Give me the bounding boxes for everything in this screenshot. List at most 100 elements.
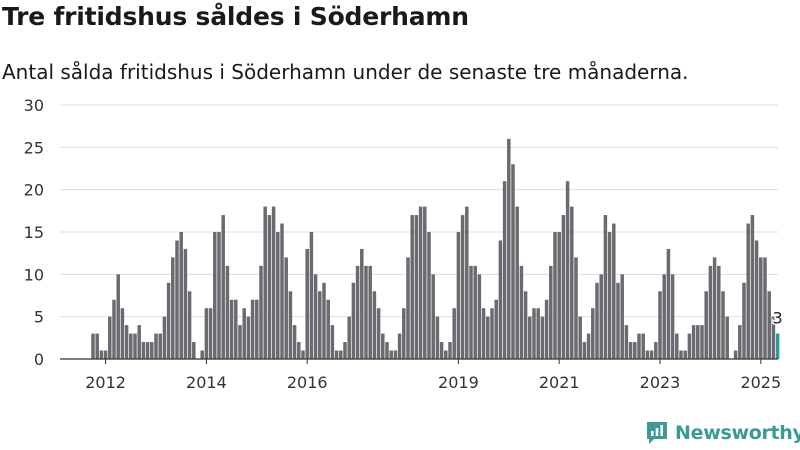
bar — [343, 342, 347, 359]
bar — [187, 291, 192, 359]
bar — [511, 164, 515, 359]
bar — [633, 342, 637, 359]
bar — [242, 308, 246, 359]
bar — [624, 325, 629, 359]
bar — [381, 333, 385, 359]
bar — [372, 291, 377, 359]
bar — [490, 308, 494, 359]
bar — [582, 342, 587, 359]
x-tick-label: 2012 — [85, 373, 126, 392]
bar — [578, 316, 582, 359]
bar — [355, 265, 360, 359]
bar — [288, 291, 293, 359]
bar — [162, 316, 167, 359]
bar — [322, 282, 326, 359]
bar — [733, 350, 738, 359]
bar — [620, 274, 624, 359]
bar — [99, 350, 104, 359]
bar — [712, 257, 717, 359]
bar — [158, 333, 162, 359]
bar — [313, 274, 318, 359]
bar — [763, 257, 767, 359]
bar — [431, 274, 435, 359]
annotations: 3 — [771, 307, 784, 329]
bar — [141, 342, 146, 359]
newsworthy-logo-text: Newsworthy — [675, 422, 800, 444]
bar — [460, 215, 465, 359]
bar — [717, 265, 721, 359]
bar — [179, 232, 183, 359]
bar — [528, 316, 532, 359]
x-tick-label: 2019 — [438, 373, 479, 392]
bar — [284, 257, 288, 359]
bar — [183, 248, 188, 359]
bar — [351, 282, 356, 359]
x-axis-ticks: 2012 2014 2016 2019 2021 2023 2025 — [85, 359, 781, 392]
bar — [309, 232, 314, 359]
bar — [456, 232, 461, 359]
bar — [234, 299, 238, 359]
bar — [225, 265, 230, 359]
bar — [145, 342, 150, 359]
bar — [389, 350, 393, 359]
bar — [393, 350, 398, 359]
bar — [305, 248, 309, 359]
bar — [297, 342, 301, 359]
bar — [154, 333, 158, 359]
bar — [280, 223, 284, 359]
bar — [423, 206, 427, 359]
bar — [120, 308, 125, 359]
bar — [108, 316, 112, 359]
bar — [448, 342, 452, 359]
y-axis-ticks: 0 5 10 15 20 25 30 — [24, 96, 44, 369]
bar — [683, 350, 687, 359]
bar — [276, 232, 280, 359]
bar — [704, 291, 708, 359]
bar — [402, 308, 406, 359]
newsworthy-logo-icon — [647, 422, 667, 444]
bar — [523, 291, 528, 359]
bar — [616, 282, 620, 359]
bar — [469, 265, 473, 359]
bar — [406, 257, 410, 359]
bar — [515, 206, 519, 359]
chart-subtitle: Antal sålda fritidshus i Söderhamn under… — [2, 60, 689, 84]
bar — [339, 350, 343, 359]
bar — [540, 316, 545, 359]
bar — [742, 282, 746, 359]
bar — [124, 325, 129, 359]
bar — [397, 333, 402, 359]
bar — [570, 206, 574, 359]
bar — [385, 342, 389, 359]
bar — [607, 232, 612, 359]
bar — [376, 308, 381, 359]
y-tick-label: 5 — [34, 308, 44, 327]
bar — [586, 333, 591, 359]
y-tick-label: 15 — [24, 223, 44, 242]
bar — [192, 342, 196, 359]
bar — [330, 325, 335, 359]
bar — [427, 232, 431, 359]
bar — [347, 316, 351, 359]
bar — [691, 325, 696, 359]
bar — [414, 215, 419, 359]
bar — [679, 350, 683, 359]
bar — [649, 350, 654, 359]
y-tick-label: 30 — [24, 96, 44, 115]
bar — [200, 350, 204, 359]
bar — [477, 274, 482, 359]
bar — [628, 342, 633, 359]
bar — [129, 333, 133, 359]
bar — [238, 325, 242, 359]
x-tick-label: 2014 — [186, 373, 227, 392]
bar — [103, 350, 108, 359]
bar — [246, 316, 251, 359]
x-tick-label: 2023 — [640, 373, 681, 392]
bar — [754, 240, 759, 359]
bar — [439, 342, 444, 359]
bar — [292, 325, 297, 359]
bar — [364, 265, 368, 359]
bar — [549, 265, 553, 359]
bar — [700, 325, 704, 359]
x-tick-label: 2021 — [539, 373, 580, 392]
